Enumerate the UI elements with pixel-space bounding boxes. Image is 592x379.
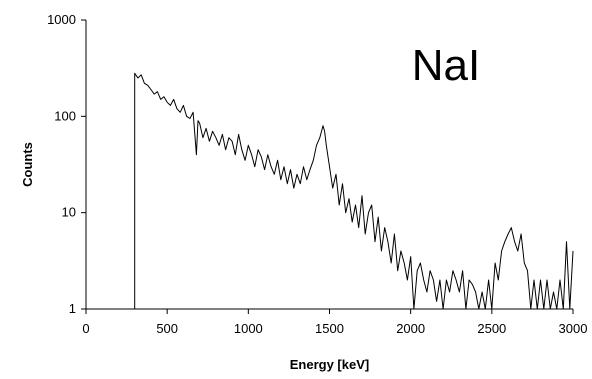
- y-tick-label: 100: [54, 108, 76, 123]
- x-tick-label: 500: [156, 321, 178, 336]
- x-axis-title: Energy [keV]: [290, 357, 369, 372]
- y-axis-title: Counts: [20, 142, 35, 187]
- nai-annotation: NaI: [412, 41, 480, 90]
- x-tick-label: 3000: [559, 321, 588, 336]
- x-tick-label: 2000: [396, 321, 425, 336]
- y-tick-label: 1: [69, 301, 76, 316]
- x-tick-label: 1500: [315, 321, 344, 336]
- x-tick-label: 2500: [477, 321, 506, 336]
- series-group: [134, 72, 574, 310]
- x-tick-label: 0: [82, 321, 89, 336]
- x-ticks: 0 500 1000 1500 2000 2500 3000: [82, 309, 587, 336]
- y-ticks: 1 10 100 1000: [47, 12, 86, 316]
- spectrum-series-line: [134, 72, 574, 310]
- y-tick-label: 10: [62, 205, 76, 220]
- y-tick-label: 1000: [47, 12, 76, 27]
- x-tick-label: 1000: [234, 321, 263, 336]
